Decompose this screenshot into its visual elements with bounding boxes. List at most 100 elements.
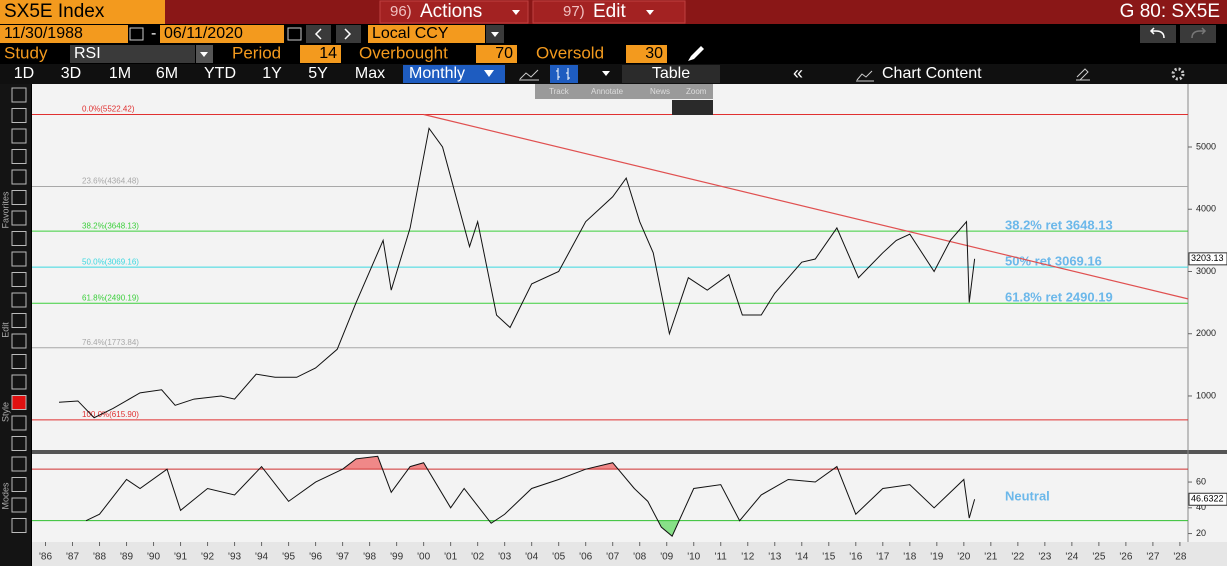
tool-icon[interactable]	[11, 210, 27, 226]
oversold-box[interactable]	[626, 45, 667, 63]
currency: Local CCY	[372, 25, 449, 42]
annotation-tool[interactable]: Zoom	[686, 87, 707, 96]
tool-icon[interactable]	[11, 169, 27, 185]
prev-button[interactable]	[306, 25, 331, 43]
overbought-box[interactable]	[476, 45, 517, 63]
y-tick-label: 60	[1196, 476, 1206, 486]
x-tick-label: '13	[768, 552, 781, 563]
x-tick-label: '93	[228, 552, 241, 563]
period-value: 14	[319, 45, 337, 62]
tool-icon[interactable]	[11, 374, 27, 390]
fib-note: 38.2% ret 3648.13	[1005, 218, 1113, 233]
annotation-tool[interactable]: Annotate	[591, 87, 624, 96]
tool-icon[interactable]	[11, 190, 27, 205]
dropdown-arrow	[512, 10, 520, 15]
x-axis-band	[32, 542, 1227, 566]
tool-icon[interactable]	[11, 108, 27, 123]
chart-content-icon	[856, 70, 874, 82]
start-date-box[interactable]	[0, 25, 128, 43]
tool-icon[interactable]	[11, 251, 27, 267]
period-buttons: 1D 3D 1M 6M YTD 1Y 5Y Max	[14, 65, 385, 82]
tool-icon[interactable]	[11, 149, 27, 164]
dropdown-arrow	[484, 70, 494, 77]
tool-icon[interactable]	[11, 477, 27, 492]
study-label: Study	[4, 43, 48, 62]
x-tick-label: '96	[309, 552, 322, 563]
dropdown-arrow	[491, 32, 499, 37]
panel-divider	[32, 450, 1227, 454]
x-tick-label: '99	[390, 552, 403, 563]
dropdown-arrow	[646, 10, 654, 15]
tool-icon[interactable]	[11, 518, 27, 533]
ticker-box[interactable]	[0, 0, 165, 24]
frequency-button[interactable]	[403, 65, 505, 83]
tool-icon[interactable]	[11, 231, 27, 246]
tool-icon[interactable]	[11, 354, 27, 369]
calendar-icon[interactable]	[129, 27, 144, 41]
fib-note: 50% ret 3069.16	[1005, 254, 1102, 269]
redo-button[interactable]	[1180, 25, 1216, 43]
tool-icon[interactable]	[11, 333, 27, 349]
tool-icon[interactable]	[11, 415, 27, 431]
annotation-tool[interactable]: News	[650, 87, 670, 96]
tool-icon[interactable]	[11, 128, 27, 144]
x-tick-label: '87	[66, 552, 79, 563]
x-tick-label: '94	[255, 552, 268, 563]
sidebar-label: Favorites	[0, 191, 10, 229]
undo-button[interactable]	[1140, 25, 1176, 43]
last-value-box	[1188, 492, 1227, 506]
next-button[interactable]	[336, 25, 361, 43]
tool-icon[interactable]	[11, 395, 27, 410]
study-box[interactable]	[70, 45, 195, 63]
tool-icon[interactable]	[11, 456, 27, 472]
dropdown-arrow[interactable]	[602, 71, 610, 76]
actions-button[interactable]	[379, 0, 529, 24]
edit-icon[interactable]	[1076, 68, 1090, 81]
next-icon	[344, 28, 352, 40]
oversold-label: Oversold	[536, 43, 604, 62]
collapse-button[interactable]: «	[793, 63, 803, 83]
price-line	[58, 127, 976, 419]
tool-icon[interactable]	[11, 313, 27, 328]
line-chart-icon[interactable]	[519, 69, 539, 81]
x-tick-label: '04	[525, 552, 538, 563]
sidebar-tools	[11, 87, 27, 533]
tool-icon[interactable]	[11, 436, 27, 451]
currency-box[interactable]	[368, 25, 485, 43]
study-name: RSI	[74, 45, 101, 62]
reset-button[interactable]	[672, 100, 713, 115]
settings-icon[interactable]	[1171, 67, 1185, 81]
period-button[interactable]: 1M	[109, 65, 131, 82]
x-tick-label: '22	[1011, 552, 1024, 563]
edit-button[interactable]	[532, 0, 686, 24]
annotation-tool[interactable]: Track	[549, 87, 570, 96]
calendar-icon[interactable]	[287, 27, 302, 41]
x-tick-label: '23	[1038, 552, 1051, 563]
chart-content[interactable]: Chart Content	[882, 65, 982, 82]
prev-icon	[314, 28, 322, 40]
table-button[interactable]	[622, 65, 720, 83]
fib-label: 61.8%(2490.19)	[82, 293, 139, 302]
x-tick-label: '25	[1092, 552, 1105, 563]
end-date-box[interactable]	[160, 25, 284, 43]
plot: 1000 2000 3000 4000 5000 0.0%(5522.42) 23.6%(4…	[32, 105, 1227, 563]
tool-icon[interactable]	[11, 87, 27, 103]
x-tick-label: '01	[444, 552, 457, 563]
table-label: Table	[652, 65, 690, 82]
period-button[interactable]: 1D	[14, 65, 34, 82]
pencil-icon[interactable]	[688, 46, 704, 61]
x-tick-label: '08	[633, 552, 646, 563]
period-button[interactable]: 6M	[156, 65, 178, 82]
period-button[interactable]: 1Y	[262, 65, 282, 82]
period-button[interactable]: 5Y	[308, 65, 328, 82]
tool-icon[interactable]	[11, 272, 27, 287]
period-button[interactable]: Max	[355, 65, 385, 82]
tool-icon[interactable]	[11, 292, 27, 308]
bar-chart-button[interactable]	[550, 65, 578, 83]
period-box[interactable]	[300, 45, 341, 63]
x-tick-label: '18	[903, 552, 916, 563]
start-date: 11/30/1988	[4, 25, 83, 42]
period-button[interactable]: YTD	[204, 65, 236, 82]
tool-icon[interactable]	[11, 497, 27, 513]
period-button[interactable]: 3D	[61, 65, 81, 82]
